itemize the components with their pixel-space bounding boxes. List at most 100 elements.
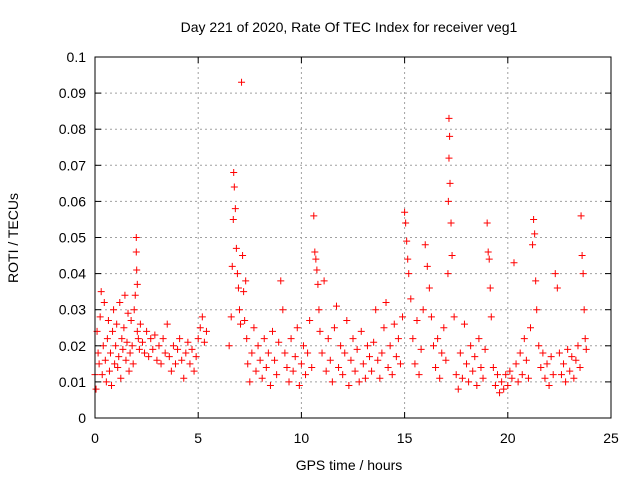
data-point [194,335,202,343]
data-point [486,284,494,292]
y-axis-label: ROTI / TECUs [5,193,21,283]
data-point [357,327,365,335]
data-point [376,374,384,382]
data-point [122,356,130,364]
data-point [312,255,320,263]
data-point [119,345,127,353]
data-point [143,327,151,335]
data-point [475,335,483,343]
data-point [232,244,240,252]
data-point [155,342,163,350]
data-point [127,317,135,325]
data-point [299,342,307,350]
data-point [471,353,479,361]
data-point [409,335,417,343]
data-point [132,234,140,241]
data-point [98,371,106,379]
data-point [167,367,175,375]
data-point [239,252,247,260]
y-tick-label: 0.08 [59,121,86,137]
data-point [240,288,248,296]
data-point [460,320,468,328]
data-point [318,349,326,357]
data-point [100,298,108,306]
data-point [135,345,143,353]
data-point [248,349,256,357]
data-point [429,342,437,350]
data-point [392,353,400,361]
data-point [485,255,493,263]
data-point [574,342,582,350]
data-point [578,252,586,260]
x-tick-label: 0 [91,430,99,446]
data-point [415,371,423,379]
data-point [133,266,141,274]
y-tick-label: 0.06 [59,193,86,209]
data-point [378,349,386,357]
data-point [366,353,374,361]
data-point [243,335,251,343]
grid-lines [95,57,611,418]
data-point [405,270,413,278]
data-point [159,335,167,343]
data-point [531,230,539,238]
data-point [335,363,343,371]
data-point [126,349,134,357]
data-point [228,262,236,270]
data-point [553,284,561,292]
data-point [188,345,196,353]
data-point [269,327,277,335]
data-point [566,367,574,375]
data-point [121,291,129,299]
data-point [530,215,538,223]
data-point [580,306,588,314]
data-point [427,313,435,321]
data-point [456,349,464,357]
data-point [234,284,242,292]
data-point [169,342,177,350]
data-point [279,306,287,314]
data-point [138,338,146,346]
data-point [421,241,429,249]
data-point [445,114,453,122]
data-point [311,248,319,256]
data-point [330,324,338,332]
data-point [469,367,477,375]
data-point [103,335,111,343]
data-point [407,295,415,303]
data-point [339,371,347,379]
data-point [129,360,137,368]
data-point [149,345,157,353]
data-point [463,360,471,368]
data-point [506,367,514,375]
data-point [308,363,316,371]
data-point [285,378,293,386]
data-point [132,248,140,256]
data-point [302,371,310,379]
data-point [529,241,537,249]
data-point [202,327,210,335]
data-point [92,385,100,393]
data-point [445,154,453,162]
data-point [543,360,551,368]
data-point [562,378,570,386]
x-tick-label: 10 [294,430,310,446]
x-axis-label: GPS time / hours [296,457,403,473]
data-point [306,317,314,325]
data-point [332,302,340,310]
data-point [514,378,522,386]
data-point [241,317,249,325]
data-point [242,277,250,285]
data-point [136,320,144,328]
data-point [157,360,165,368]
x-tick-label: 15 [397,430,413,446]
data-point [106,349,114,357]
data-point [380,324,388,332]
data-point [174,345,182,353]
data-point [442,356,450,364]
data-point [186,360,194,368]
x-axis-ticks: 0 5 10 15 20 25 [91,57,619,446]
data-point [557,371,565,379]
data-point [283,363,291,371]
